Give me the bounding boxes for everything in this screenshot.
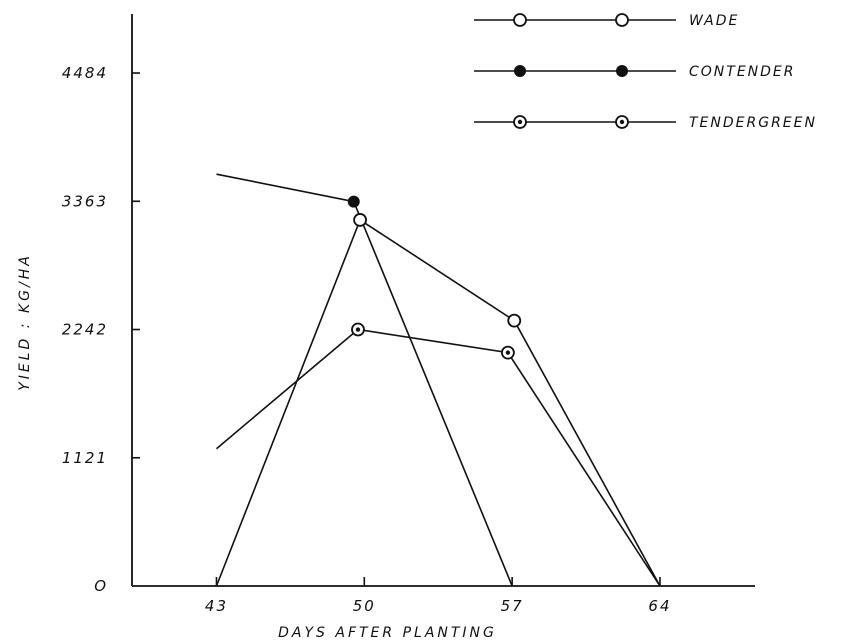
- data-point-tendergreen: [501, 345, 515, 360]
- data-point-wade: [507, 313, 522, 328]
- legend-marker: [513, 13, 527, 27]
- series-line-wade: [215, 218, 661, 587]
- legend-label: WADE: [689, 13, 739, 29]
- legend-marker: [615, 13, 629, 27]
- x-axis-title: DAYS AFTER PLANTING: [278, 625, 497, 641]
- series-line-contender: [216, 173, 513, 587]
- y-axis-title: YIELD : KG/HA: [17, 253, 33, 391]
- legend: WADE CONTENDER TENDERGREEN: [474, 13, 817, 131]
- x-tick-label: 64: [648, 597, 671, 615]
- legend-item-contender: CONTENDER: [474, 64, 796, 80]
- y-tick-label: O: [94, 577, 108, 595]
- legend-marker: [514, 65, 526, 77]
- axes: [131, 14, 755, 587]
- legend-label: TENDERGREEN: [689, 115, 817, 131]
- series-line-tendergreen: [215, 328, 661, 587]
- series-markers: [347, 195, 522, 360]
- legend-label: CONTENDER: [689, 64, 796, 80]
- x-tick-label: 57: [501, 597, 524, 615]
- y-tick-label: 1121: [62, 449, 108, 467]
- data-point-tendergreen: [351, 322, 365, 337]
- legend-marker: [615, 115, 629, 129]
- legend-marker: [513, 115, 527, 129]
- y-tick-label: 4484: [62, 64, 108, 82]
- legend-item-tendergreen: TENDERGREEN: [474, 115, 817, 131]
- data-point-wade: [353, 213, 367, 227]
- series-lines: [215, 173, 661, 587]
- x-tick-label: 43: [205, 597, 228, 615]
- x-tick-label: 50: [353, 597, 376, 615]
- y-tick-label: 2242: [62, 321, 108, 339]
- legend-item-wade: WADE: [474, 13, 739, 29]
- ticks: O 1121 2242 3363 4484 43 50 57 64: [62, 64, 671, 615]
- y-tick-label: 3363: [62, 192, 108, 210]
- legend-marker: [616, 65, 628, 77]
- data-point-contender: [347, 195, 360, 208]
